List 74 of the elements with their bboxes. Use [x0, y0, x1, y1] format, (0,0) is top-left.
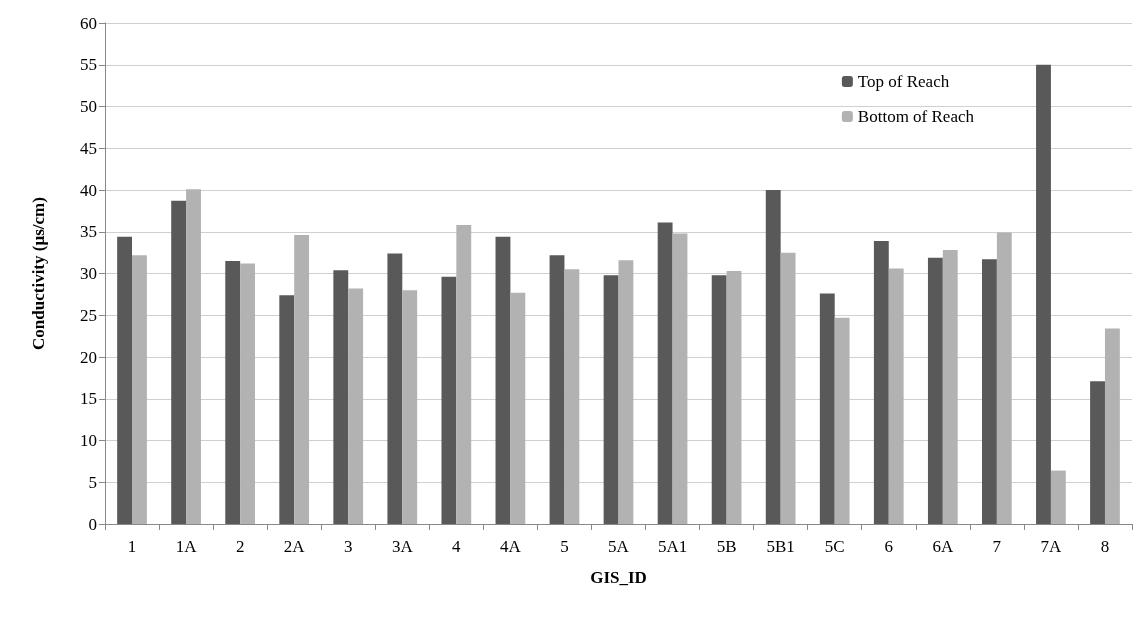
- x-axis-title: GIS_ID: [590, 568, 647, 587]
- legend-label: Top of Reach: [857, 72, 950, 91]
- bar: [982, 259, 997, 524]
- y-tick-label: 45: [80, 138, 97, 158]
- x-tick-label: 5A: [608, 537, 630, 556]
- bar: [333, 270, 349, 524]
- x-tick-label: 5B: [716, 537, 737, 556]
- y-tick-label: 55: [80, 55, 97, 75]
- y-tick-label: 15: [80, 389, 97, 409]
- y-tick-label: 30: [80, 264, 97, 283]
- bar: [711, 275, 727, 524]
- bar: [873, 240, 889, 524]
- y-tick-label: 25: [80, 305, 97, 325]
- x-tick-label: 5: [560, 537, 569, 556]
- bar: [1104, 328, 1120, 524]
- bar: [564, 269, 580, 524]
- y-tick-label: 20: [80, 347, 97, 367]
- x-tick-label: 2A: [283, 537, 306, 556]
- x-tick-label: 5C: [824, 537, 845, 556]
- x-tick-label: 3: [343, 537, 353, 556]
- y-tick-label: 60: [80, 13, 97, 33]
- bar: [495, 236, 511, 524]
- bar: [765, 190, 781, 524]
- x-tick-label: 7: [992, 537, 1002, 556]
- y-tick-label: 5: [88, 472, 97, 492]
- bar: [834, 317, 850, 524]
- x-tick-label: 3A: [391, 537, 414, 556]
- y-tick-label: 0: [88, 514, 97, 534]
- bar: [819, 293, 835, 524]
- bar: [294, 235, 310, 524]
- x-tick-label: 5A1: [657, 537, 688, 556]
- bar: [726, 271, 742, 524]
- bar: [1090, 381, 1105, 524]
- y-tick-label: 10: [80, 431, 97, 450]
- bar: [549, 255, 565, 524]
- x-tick-label: 6: [884, 537, 894, 556]
- bar: [171, 200, 187, 524]
- x-tick-label: 7A: [1040, 537, 1063, 556]
- bar: [456, 225, 472, 524]
- bar: [996, 232, 1012, 524]
- bar: [402, 290, 418, 524]
- bar: [441, 276, 457, 524]
- bar: [186, 189, 201, 524]
- bar: [618, 260, 634, 524]
- legend-label: Bottom of Reach: [857, 107, 975, 126]
- bar: [780, 252, 796, 524]
- bar: [672, 233, 688, 524]
- bar: [657, 222, 673, 524]
- x-tick-label: 4: [452, 537, 462, 556]
- bar: [279, 295, 295, 524]
- bar: [510, 292, 526, 524]
- x-tick-label: 1: [127, 537, 137, 556]
- bar: [225, 260, 241, 524]
- bar: [942, 250, 958, 524]
- bar: [1036, 64, 1051, 524]
- y-axis-title: Conductivity (µs/cm): [29, 197, 48, 350]
- y-tick-label: 35: [80, 222, 97, 242]
- x-tick-label: 8: [1100, 537, 1110, 556]
- bar: [1050, 470, 1066, 524]
- x-tick-label: 1A: [175, 537, 198, 556]
- y-tick-label: 50: [80, 97, 97, 116]
- bar: [240, 263, 255, 524]
- x-tick-label: 2: [235, 537, 245, 556]
- bar: [888, 268, 904, 524]
- x-tick-label: 6A: [932, 537, 954, 556]
- y-tick-label: 40: [80, 180, 97, 200]
- x-tick-label: 4A: [500, 537, 522, 556]
- bar: [348, 288, 364, 524]
- bar: [927, 257, 943, 524]
- bar: [603, 275, 619, 524]
- bar: [387, 253, 403, 524]
- bar: [132, 255, 147, 524]
- x-tick-label: 5B1: [766, 537, 795, 556]
- bar: [117, 236, 133, 524]
